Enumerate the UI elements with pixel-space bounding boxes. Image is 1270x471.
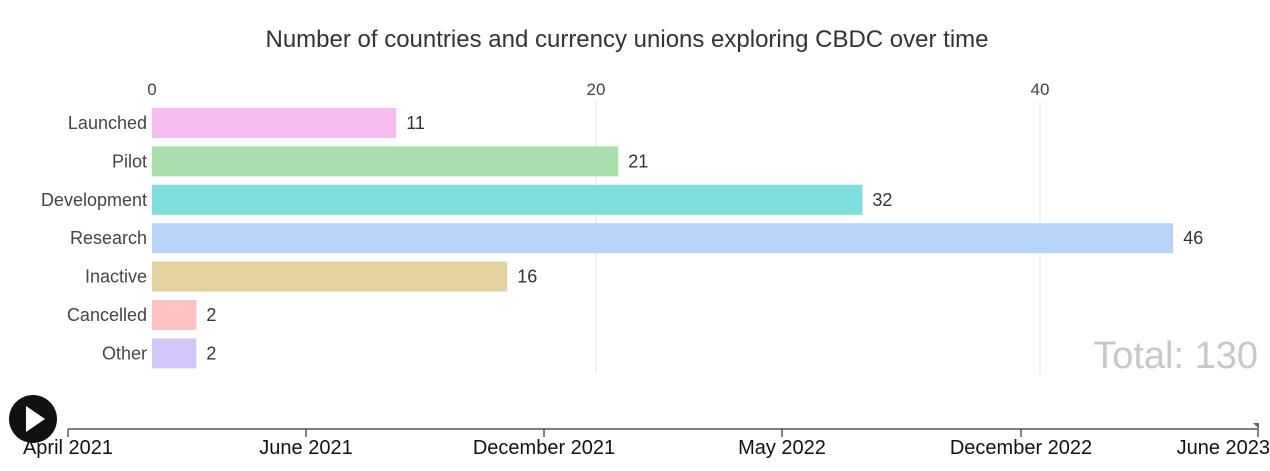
x-tick-label-20: 20 <box>587 80 606 99</box>
category-label-development: Development <box>41 190 147 210</box>
category-label-other: Other <box>102 343 147 363</box>
bar-development <box>152 184 863 215</box>
value-label-research: 46 <box>1183 228 1203 248</box>
bars: Launched 11 Pilot 21 Development 32 Research 46… <box>41 108 1203 369</box>
bar-pilot <box>152 146 619 177</box>
timeline-label-5[interactable]: June 2023 <box>1177 437 1270 459</box>
timeline-ticks: April 2021 June 2021 December 2021 May 2022… <box>23 429 1270 459</box>
bar-inactive <box>152 261 508 292</box>
timeline-handle[interactable] <box>1253 423 1259 429</box>
play-icon <box>26 406 45 432</box>
category-label-pilot: Pilot <box>112 151 147 171</box>
x-axis-ticks: 0 20 40 <box>147 80 1049 99</box>
value-label-other: 2 <box>206 343 216 363</box>
timeline-label-4[interactable]: December 2022 <box>950 437 1092 459</box>
bar-launched <box>152 108 397 138</box>
timeline-label-2[interactable]: December 2021 <box>473 437 615 459</box>
timeline-label-1[interactable]: June 2021 <box>259 437 352 459</box>
value-label-development: 32 <box>872 190 892 210</box>
bar-cancelled <box>152 300 197 330</box>
category-label-research: Research <box>70 228 147 248</box>
timeline-label-0[interactable]: April 2021 <box>23 437 113 459</box>
bar-other <box>152 338 197 369</box>
timeline-slider[interactable]: April 2021 June 2021 December 2021 May 2022… <box>23 423 1270 459</box>
value-label-inactive: 16 <box>517 267 537 287</box>
value-label-launched: 11 <box>406 113 425 133</box>
x-tick-label-0: 0 <box>147 80 156 99</box>
bar-research <box>152 223 1174 254</box>
value-label-cancelled: 2 <box>206 305 216 325</box>
value-label-pilot: 21 <box>628 151 648 171</box>
chart-title: Number of countries and currency unions … <box>266 26 989 53</box>
timeline-label-3[interactable]: May 2022 <box>738 437 826 459</box>
play-button[interactable] <box>9 395 57 443</box>
category-label-launched: Launched <box>68 113 147 133</box>
x-tick-label-40: 40 <box>1031 80 1050 99</box>
total-label: Total: 130 <box>1093 335 1258 377</box>
category-label-inactive: Inactive <box>85 267 147 287</box>
category-label-cancelled: Cancelled <box>67 305 147 325</box>
